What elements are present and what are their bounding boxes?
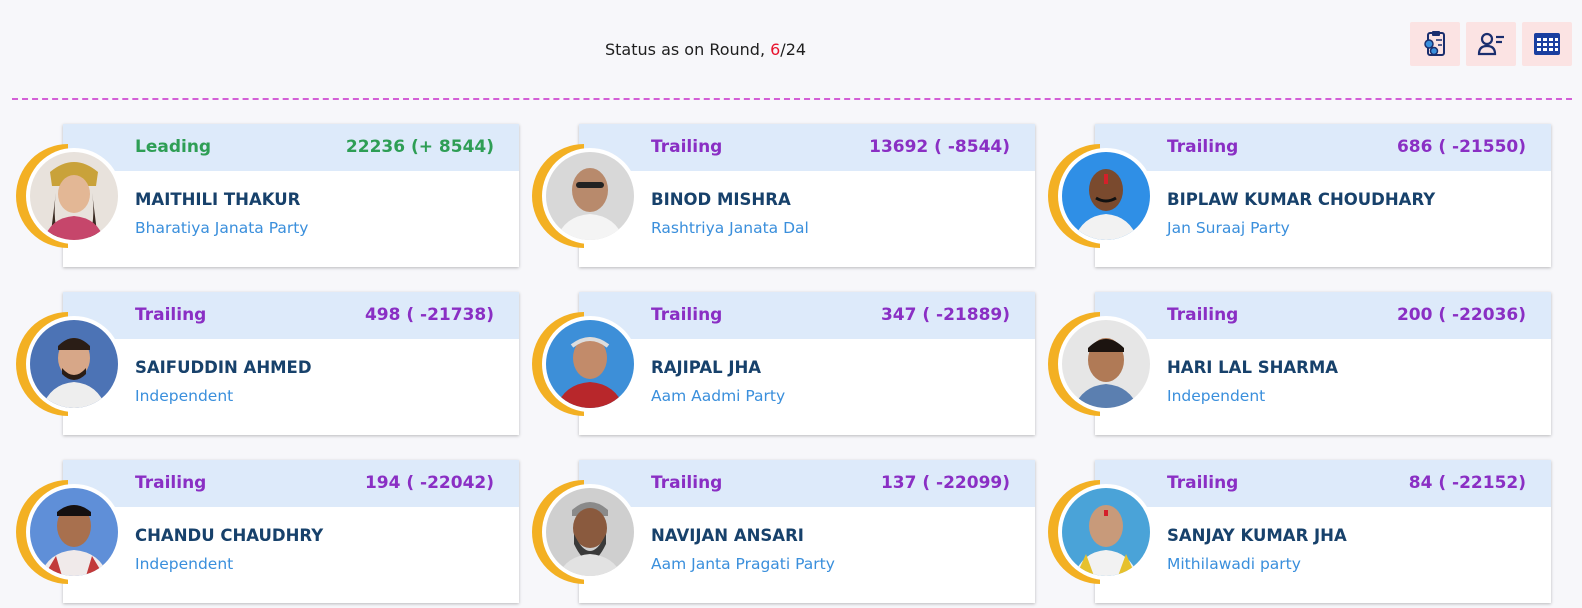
candidate-avatar: [532, 480, 638, 584]
candidate-card[interactable]: Trailing 84 ( -22152) SANJAY KUMAR JHA M…: [1095, 460, 1551, 603]
candidate-votes: 200 ( -22036): [1396, 305, 1526, 325]
round-status-prefix: Status as on Round,: [605, 40, 771, 59]
candidate-name: BINOD MISHRA: [651, 190, 791, 209]
candidate-status: Trailing: [651, 305, 723, 325]
candidate-party: Independent: [135, 387, 234, 405]
card-header: [1095, 460, 1551, 507]
card-header: [1095, 292, 1551, 339]
candidate-status: Trailing: [135, 473, 207, 493]
calendar-grid-icon: [1534, 33, 1560, 55]
candidate-avatar: [16, 144, 122, 248]
candidate-party: Jan Suraaj Party: [1167, 219, 1290, 237]
user-list-button[interactable]: [1466, 22, 1516, 66]
candidate-status: Trailing: [651, 137, 723, 157]
candidate-card[interactable]: Trailing 200 ( -22036) HARI LAL SHARMA I…: [1095, 292, 1551, 435]
user-list-icon: [1477, 32, 1504, 56]
candidate-status: Trailing: [651, 473, 723, 493]
candidate-party: Independent: [1167, 387, 1266, 405]
round-total: /24: [780, 40, 807, 59]
card-header: [63, 124, 519, 171]
candidate-avatar: [16, 480, 122, 584]
candidate-name: HARI LAL SHARMA: [1167, 358, 1339, 377]
candidate-votes: 137 ( -22099): [880, 473, 1010, 493]
candidate-status: Trailing: [1167, 305, 1239, 325]
candidate-party: Aam Aadmi Party: [651, 387, 786, 405]
candidate-votes: 194 ( -22042): [364, 473, 494, 493]
candidate-avatar: [532, 312, 638, 416]
candidate-votes: 84 ( -22152): [1408, 473, 1526, 493]
candidate-party: Mithilawadi party: [1167, 555, 1301, 573]
candidate-avatar: [16, 312, 122, 416]
round-current: 6: [770, 40, 781, 59]
candidate-party: Rashtriya Janata Dal: [651, 219, 809, 237]
candidate-card[interactable]: Trailing 498 ( -21738) SAIFUDDIN AHMED I…: [63, 292, 519, 435]
candidate-status: Trailing: [135, 305, 207, 325]
candidate-votes: 686 ( -21550): [1396, 137, 1526, 157]
candidate-card[interactable]: Trailing 686 ( -21550) BIPLAW KUMAR CHOU…: [1095, 124, 1551, 267]
candidate-votes: 22236 (+ 8544): [345, 137, 494, 157]
calendar-grid-button[interactable]: [1522, 22, 1572, 66]
candidate-avatar: [1048, 144, 1154, 248]
candidate-status: Leading: [135, 137, 212, 157]
candidate-card[interactable]: Trailing 347 ( -21889) RAJIPAL JHA Aam A…: [579, 292, 1035, 435]
candidate-name: BIPLAW KUMAR CHOUDHARY: [1167, 190, 1436, 209]
clipboard-settings-icon: [1424, 31, 1445, 56]
candidate-status: Trailing: [1167, 137, 1239, 157]
view-toolbar: [1410, 22, 1572, 66]
candidate-card[interactable]: Trailing 13692 ( -8544) BINOD MISHRA Ras…: [579, 124, 1035, 267]
candidate-name: SANJAY KUMAR JHA: [1167, 526, 1347, 545]
candidate-party: Independent: [135, 555, 234, 573]
candidate-avatar: [1048, 480, 1154, 584]
candidate-votes: 13692 ( -8544): [869, 137, 1010, 157]
candidate-card[interactable]: Leading 22236 (+ 8544) MAITHILI THAKUR B…: [63, 124, 519, 267]
clipboard-settings-button[interactable]: [1410, 22, 1460, 66]
card-header: [63, 292, 519, 339]
card-header: [579, 124, 1035, 171]
candidate-votes: 347 ( -21889): [880, 305, 1010, 325]
round-status: Status as on Round, 6/24: [605, 40, 806, 59]
candidate-name: SAIFUDDIN AHMED: [135, 358, 312, 377]
candidate-status: Trailing: [1167, 473, 1239, 493]
candidate-avatar: [1048, 312, 1154, 416]
card-header: [1095, 124, 1551, 171]
candidate-card[interactable]: Trailing 194 ( -22042) CHANDU CHAUDHRY I…: [63, 460, 519, 603]
candidate-name: MAITHILI THAKUR: [135, 190, 301, 209]
card-header: [579, 292, 1035, 339]
candidate-party: Bharatiya Janata Party: [135, 219, 309, 237]
candidate-card[interactable]: Trailing 137 ( -22099) NAVIJAN ANSARI Aa…: [579, 460, 1035, 603]
card-header: [579, 460, 1035, 507]
candidate-name: NAVIJAN ANSARI: [651, 526, 804, 545]
card-header: [63, 460, 519, 507]
candidate-votes: 498 ( -21738): [364, 305, 494, 325]
section-divider: [12, 98, 1572, 100]
candidate-avatar: [532, 144, 638, 248]
candidate-party: Aam Janta Pragati Party: [651, 555, 835, 573]
candidate-name: CHANDU CHAUDHRY: [135, 526, 324, 545]
candidate-name: RAJIPAL JHA: [651, 358, 762, 377]
